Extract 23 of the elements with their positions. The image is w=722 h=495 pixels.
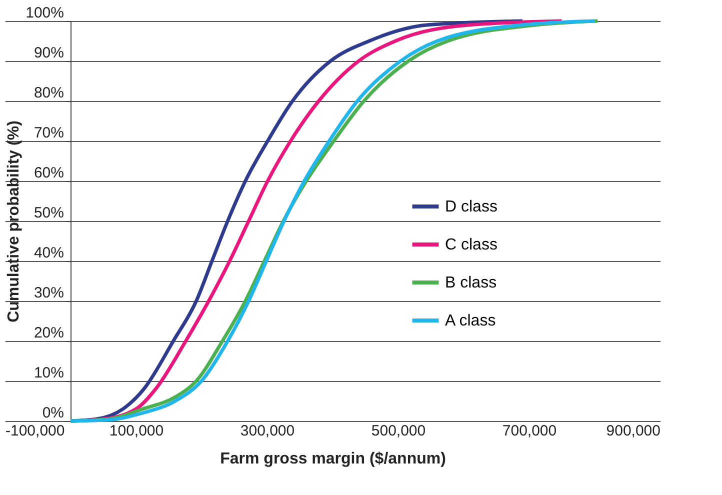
x-tick-label: 900,000	[606, 422, 660, 440]
y-axis-title: Cumulative probability (%)	[6, 120, 23, 322]
y-tick-label: 50%	[34, 204, 64, 222]
x-axis-title: Farm gross margin ($/annum)	[220, 450, 446, 468]
x-tick-label: 100,000	[109, 422, 164, 440]
y-tick-label: 70%	[34, 124, 64, 142]
y-tick-label: 0%	[42, 404, 64, 422]
x-tick-label: 500,000	[371, 422, 426, 440]
y-tick-label: 20%	[34, 324, 64, 342]
y-tick-label: 60%	[34, 164, 64, 182]
legend-label: A class	[445, 312, 496, 330]
x-tick-label: 700,000	[502, 422, 557, 440]
y-tick-label: 80%	[34, 84, 64, 102]
x-tick-label: -100,000	[6, 422, 65, 440]
legend-label: B class	[445, 274, 497, 292]
legend-label: C class	[445, 236, 498, 254]
y-tick-label: 90%	[34, 44, 64, 62]
legend-label: D class	[445, 198, 498, 216]
x-tick-label: 300,000	[240, 422, 295, 440]
y-tick-label: 100%	[26, 4, 64, 22]
y-tick-label: 10%	[34, 364, 64, 382]
y-tick-label: 40%	[34, 244, 64, 262]
y-tick-label: 30%	[34, 284, 64, 302]
